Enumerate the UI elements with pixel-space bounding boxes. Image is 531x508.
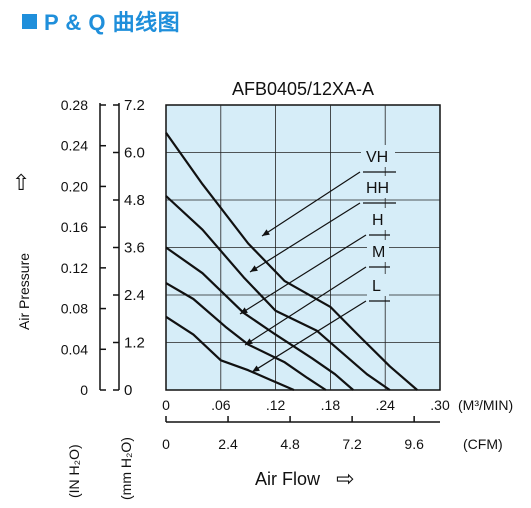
pressure-arrow-icon: ⇧ (12, 170, 30, 195)
mmh2o-tick-label: 7.2 (124, 97, 145, 114)
x-tick-layer: 0 .06 .12 .18 .24 .30 0 2.4 4.8 7.2 9.6 (162, 397, 450, 452)
mmh2o-unit-label: (mm H₂O) (118, 437, 134, 500)
m3min-tick-label: .30 (430, 397, 450, 413)
inh2o-tick-label: 0.08 (61, 301, 88, 317)
curve-leader-h (239, 234, 367, 315)
m3min-tick-label: .06 (211, 397, 231, 413)
flow-arrow-icon: ⇨ (336, 466, 354, 491)
cfm-unit-label: (CFM) (463, 436, 503, 452)
m3min-tick-label: .18 (321, 397, 341, 413)
curve-label-bg-m (367, 240, 389, 262)
cfm-tick-label: 4.8 (280, 436, 300, 452)
cfm-tick-label: 2.4 (218, 436, 238, 452)
curve-label-h: H (372, 212, 384, 229)
mmh2o-tick-label: 4.8 (124, 192, 145, 209)
series-line-h (165, 246, 354, 391)
y-tick-layer: 0 0.04 0.08 0.12 0.16 0.20 0.24 0.28 0 1.2 2.4 3.6 4… (61, 97, 145, 399)
inh2o-tick-label: 0.16 (61, 219, 88, 235)
curve-leader-l (251, 300, 367, 373)
curve-leader-arrowhead-vh (262, 229, 270, 236)
mmh2o-tick-label: 3.6 (124, 240, 145, 257)
curve-leader-vh (261, 171, 361, 237)
mmh2o-tick-label: 0 (124, 382, 132, 399)
curve-label-bg-vh (361, 145, 395, 167)
curve-leader-m (244, 266, 367, 346)
curve-label-vh: VH (366, 149, 388, 166)
m3min-unit-label: (M³/MIN) (458, 397, 513, 413)
curve-label-m: M (372, 244, 385, 261)
curve-leader-arrowhead-m (245, 338, 253, 345)
y-axis-label: Air Pressure (16, 253, 32, 330)
curve-label-bg-hh (361, 176, 395, 198)
cfm-tick-label: 9.6 (404, 436, 424, 452)
page-heading: P & Q 曲线图 (22, 6, 180, 36)
mmh2o-tick-label: 1.2 (124, 335, 145, 352)
m3min-tick-label: .24 (375, 397, 395, 413)
m3min-tick-label: 0 (162, 397, 170, 413)
series-line-m (165, 282, 327, 391)
curve-label-bg-l (367, 274, 389, 296)
cfm-tick-label: 0 (162, 436, 170, 452)
inh2o-tick-label: 0.04 (61, 341, 88, 357)
curve-label-hh: HH (366, 180, 389, 197)
x-axis-label: Air Flow (255, 469, 321, 489)
curve-leader-arrowhead-h (240, 307, 248, 314)
heading-text: P & Q 曲线图 (44, 10, 181, 35)
curve-leader-hh (249, 202, 361, 273)
curve-leader-arrowhead-l (252, 365, 260, 372)
curve-label-bg-h (367, 208, 389, 230)
heading-square-icon (22, 13, 37, 29)
chart-title: AFB0405/12XA-A (232, 79, 374, 99)
curve-label-l: L (372, 278, 381, 295)
series-line-l (165, 315, 295, 392)
inh2o-tick-label: 0.12 (61, 260, 88, 276)
inh2o-tick-label: 0 (80, 382, 88, 398)
series-line-vh (165, 132, 418, 391)
series-line-hh (165, 195, 391, 391)
curve-leader-arrowhead-hh (250, 265, 258, 272)
inh2o-tick-label: 0.28 (61, 97, 88, 113)
inh2o-tick-label: 0.24 (61, 138, 88, 154)
mmh2o-tick-label: 6.0 (124, 145, 145, 162)
m3min-tick-label: .12 (266, 397, 286, 413)
mmh2o-tick-label: 2.4 (124, 287, 145, 304)
inh2o-unit-label: (IN H₂O) (66, 444, 82, 498)
series-layer (165, 132, 418, 392)
cfm-tick-label: 7.2 (342, 436, 362, 452)
inh2o-tick-label: 0.20 (61, 178, 88, 194)
